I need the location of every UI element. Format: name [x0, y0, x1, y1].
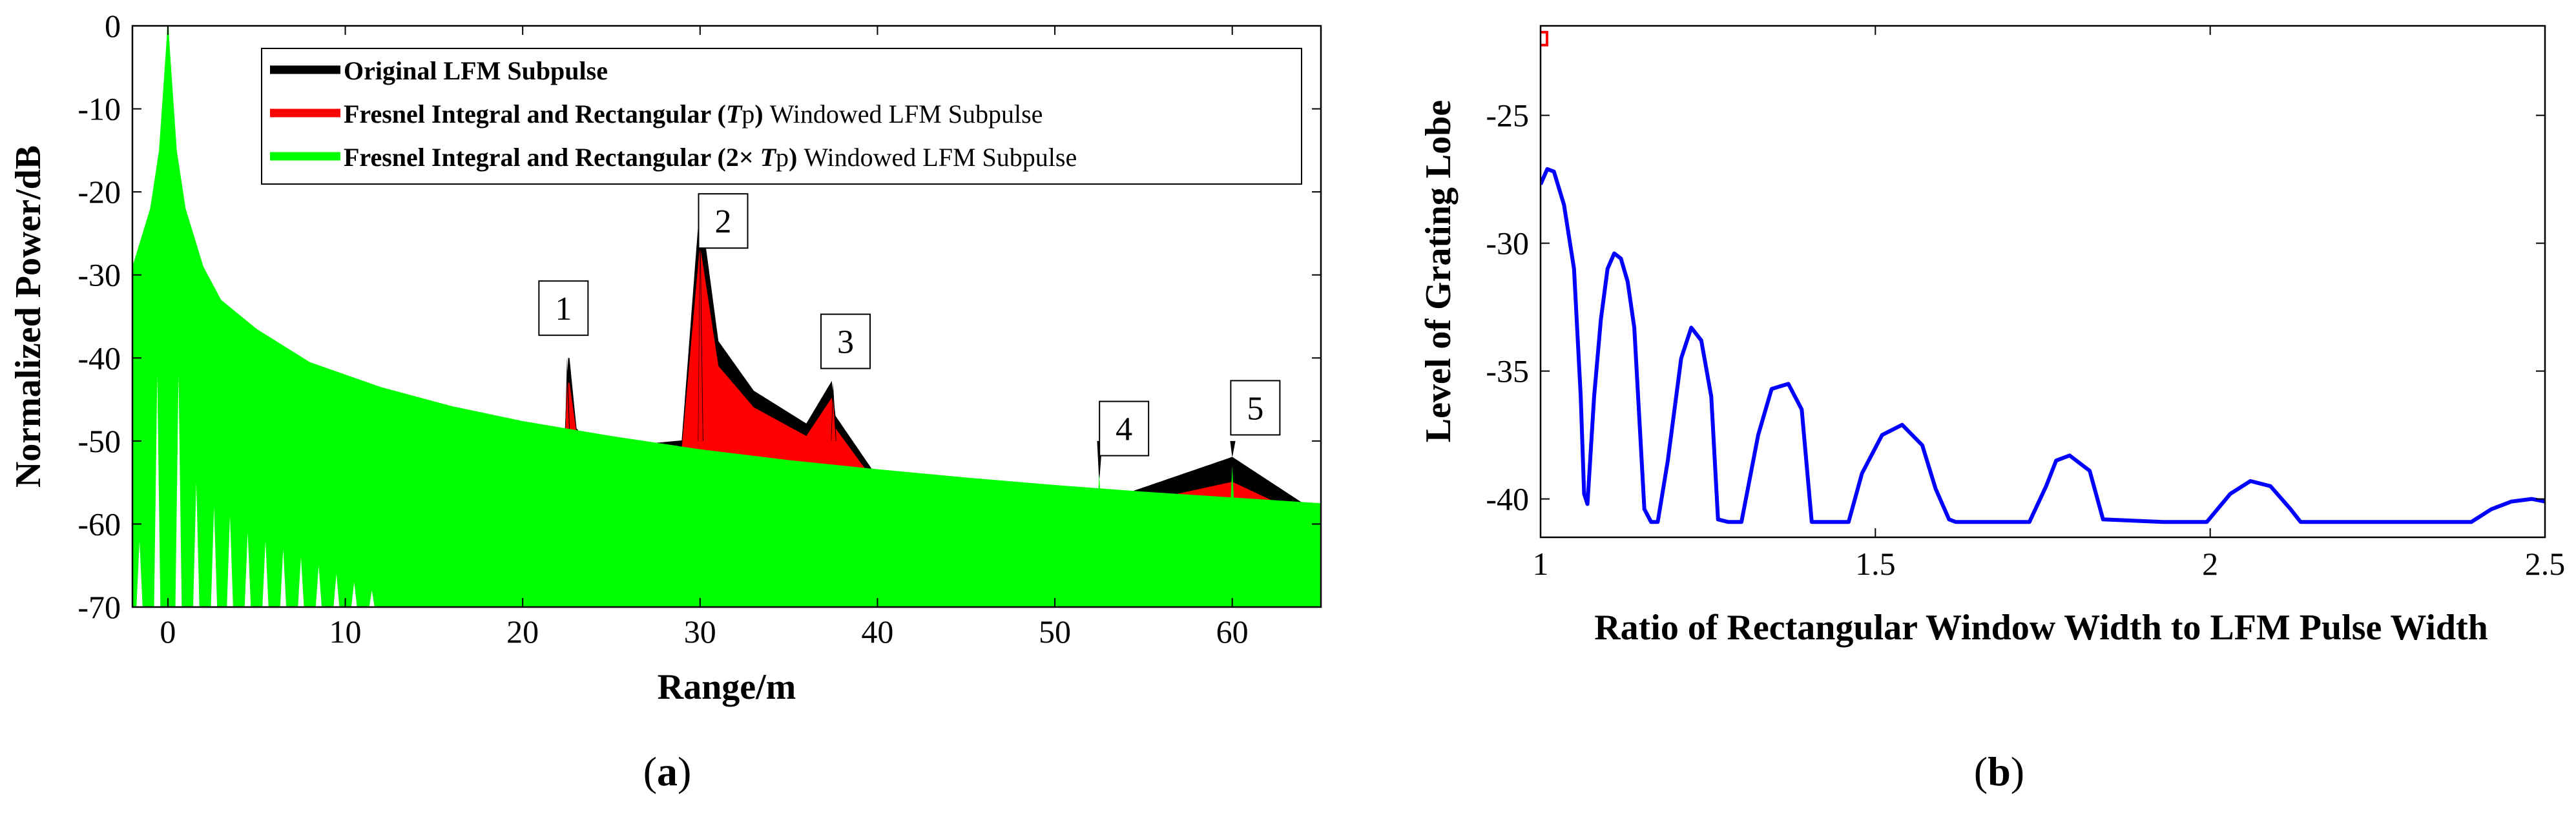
x-tick-label-b: 1: [1533, 546, 1549, 582]
data-marker: [1541, 30, 1548, 46]
x-tick-label-a: 40: [861, 614, 893, 650]
legend-text-part: Original LFM Subpulse: [344, 56, 608, 85]
legend-text-part: p: [776, 143, 789, 172]
x-tick-label-a: 20: [506, 614, 539, 650]
lobe-spike-2tp-5: [1229, 466, 1235, 524]
sidelobe-null-10: [315, 565, 322, 607]
legend-box: [261, 48, 1302, 185]
x-tick-label-a: 0: [160, 614, 176, 650]
legend-label-2tp: Fresnel Integral and Rectangular (2× Tp)…: [344, 143, 1077, 172]
plot-area-a: [132, 26, 1321, 607]
callout-box-5: [1230, 380, 1281, 436]
callout-label-1: 1: [555, 291, 572, 327]
panel-a: 0 10 20 30 40 50 60 0 -10 -20 -30 -40 -50 -60 -70 1 2 3 4…: [8, 8, 1322, 794]
callout-box-4: [1099, 400, 1150, 457]
x-tick-label-b: 2: [2202, 546, 2218, 582]
y-axis-label-a: Normalized Power/dB: [8, 145, 48, 488]
sidelobe-null-13: [369, 590, 375, 607]
plot-area-b: [1541, 30, 2545, 524]
legend-text-part: T: [760, 143, 777, 172]
y-tick-label-a: -70: [78, 589, 121, 625]
ticks-a: 0 10 20 30 40 50 60 0 -10 -20 -30 -40 -50 -60 -70: [78, 8, 1321, 650]
x-tick-label-a: 30: [684, 614, 716, 650]
sidelobe-null-12: [351, 582, 357, 607]
callout-box-1: [538, 280, 589, 336]
green-envelope-fill: [132, 26, 1321, 607]
green-mainlobe: [160, 26, 176, 192]
panel-label-b: (b): [1974, 748, 2024, 794]
y-tick-label-a: -20: [78, 174, 121, 210]
y-tick-label-a: -40: [78, 340, 121, 376]
legend-text-part: Windowed LFM Subpulse: [804, 143, 1077, 172]
axes-frame-a: [131, 25, 1322, 608]
y-tick-label-b: -35: [1486, 353, 1529, 389]
lobe-spike-tp-3: [831, 399, 836, 441]
ticks-b: 1 1.5 2 2.5 -25 -30 -35 -40: [1486, 26, 2565, 582]
y-tick-label-a: -60: [78, 506, 121, 542]
sidelobe-null-7: [262, 541, 269, 607]
sidelobe-null-1: [175, 375, 182, 607]
legend-text-part: Fresnel Integral and Rectangular (: [344, 99, 726, 129]
x-tick-label-a: 60: [1216, 614, 1249, 650]
sidelobe-null-8: [280, 549, 287, 607]
callout-label-3: 3: [837, 324, 854, 361]
legend-a: Original LFM Subpulse Fresnel Integral a…: [261, 48, 1302, 185]
x-tick-label-b: 1.5: [1855, 546, 1896, 582]
x-tick-label-a: 50: [1039, 614, 1071, 650]
sidelobe-null-5: [227, 515, 233, 607]
y-tick-label-a: 0: [105, 8, 121, 44]
legend-label-original: Original LFM Subpulse: [344, 56, 608, 85]
lobe-spike-tp-2: [698, 250, 703, 441]
legend-text-part: p: [742, 99, 754, 129]
y-tick-label-a: -10: [78, 91, 121, 127]
x-tick-label-b: 2.5: [2525, 546, 2566, 582]
legend-label-tp: Fresnel Integral and Rectangular (Tp) Wi…: [344, 99, 1043, 129]
sidelobe-null-9: [298, 557, 304, 607]
lobe-spike-original-5: [1230, 440, 1236, 458]
x-axis-label-a: Range/m: [658, 667, 796, 707]
legend-text-part: Windowed LFM Subpulse: [770, 99, 1043, 129]
y-tick-label-b: -30: [1486, 225, 1529, 262]
callout-label-2: 2: [715, 203, 732, 240]
sidelobe-null-2: [136, 541, 143, 607]
panel-label-a: (a): [643, 748, 692, 794]
grating-lobe-level-line: [1541, 167, 2545, 524]
legend-text-part: Fresnel Integral and Rectangular (2×: [344, 143, 760, 172]
callouts-a: 1 2 3 4 5: [538, 193, 1281, 457]
sidelobe-null-11: [333, 573, 340, 607]
legend-text-part: ): [754, 99, 769, 129]
x-axis-label-b: Ratio of Rectangular Window Width to LFM…: [1594, 608, 2488, 648]
y-tick-label-a: -50: [78, 423, 121, 459]
callout-box-2: [698, 193, 749, 249]
y-axis-label-b: Level of Grating Lobe: [1418, 100, 1459, 442]
callout-label-5: 5: [1247, 390, 1263, 427]
legend-text-part: ): [789, 143, 804, 172]
y-tick-label-a: -30: [78, 257, 121, 293]
sidelobe-null-6: [244, 532, 251, 607]
x-tick-label-a: 10: [329, 614, 362, 650]
lobe-spike-tp-1: [565, 382, 570, 441]
panel-b: 1 1.5 2 2.5 -25 -30 -35 -40 Ratio of Rectangula…: [1418, 25, 2565, 794]
lobe-spike-2tp-4: [1096, 474, 1102, 524]
callout-label-4: 4: [1116, 411, 1132, 448]
y-tick-label-b: -25: [1486, 98, 1529, 134]
y-tick-label-b: -40: [1486, 481, 1529, 517]
axes-frame-b: [1539, 25, 2546, 539]
sidelobe-null-3: [193, 482, 200, 607]
callout-box-3: [820, 313, 871, 369]
sidelobe-null-0: [154, 375, 161, 607]
sidelobe-null-4: [211, 507, 218, 607]
legend-text-part: T: [726, 99, 743, 129]
